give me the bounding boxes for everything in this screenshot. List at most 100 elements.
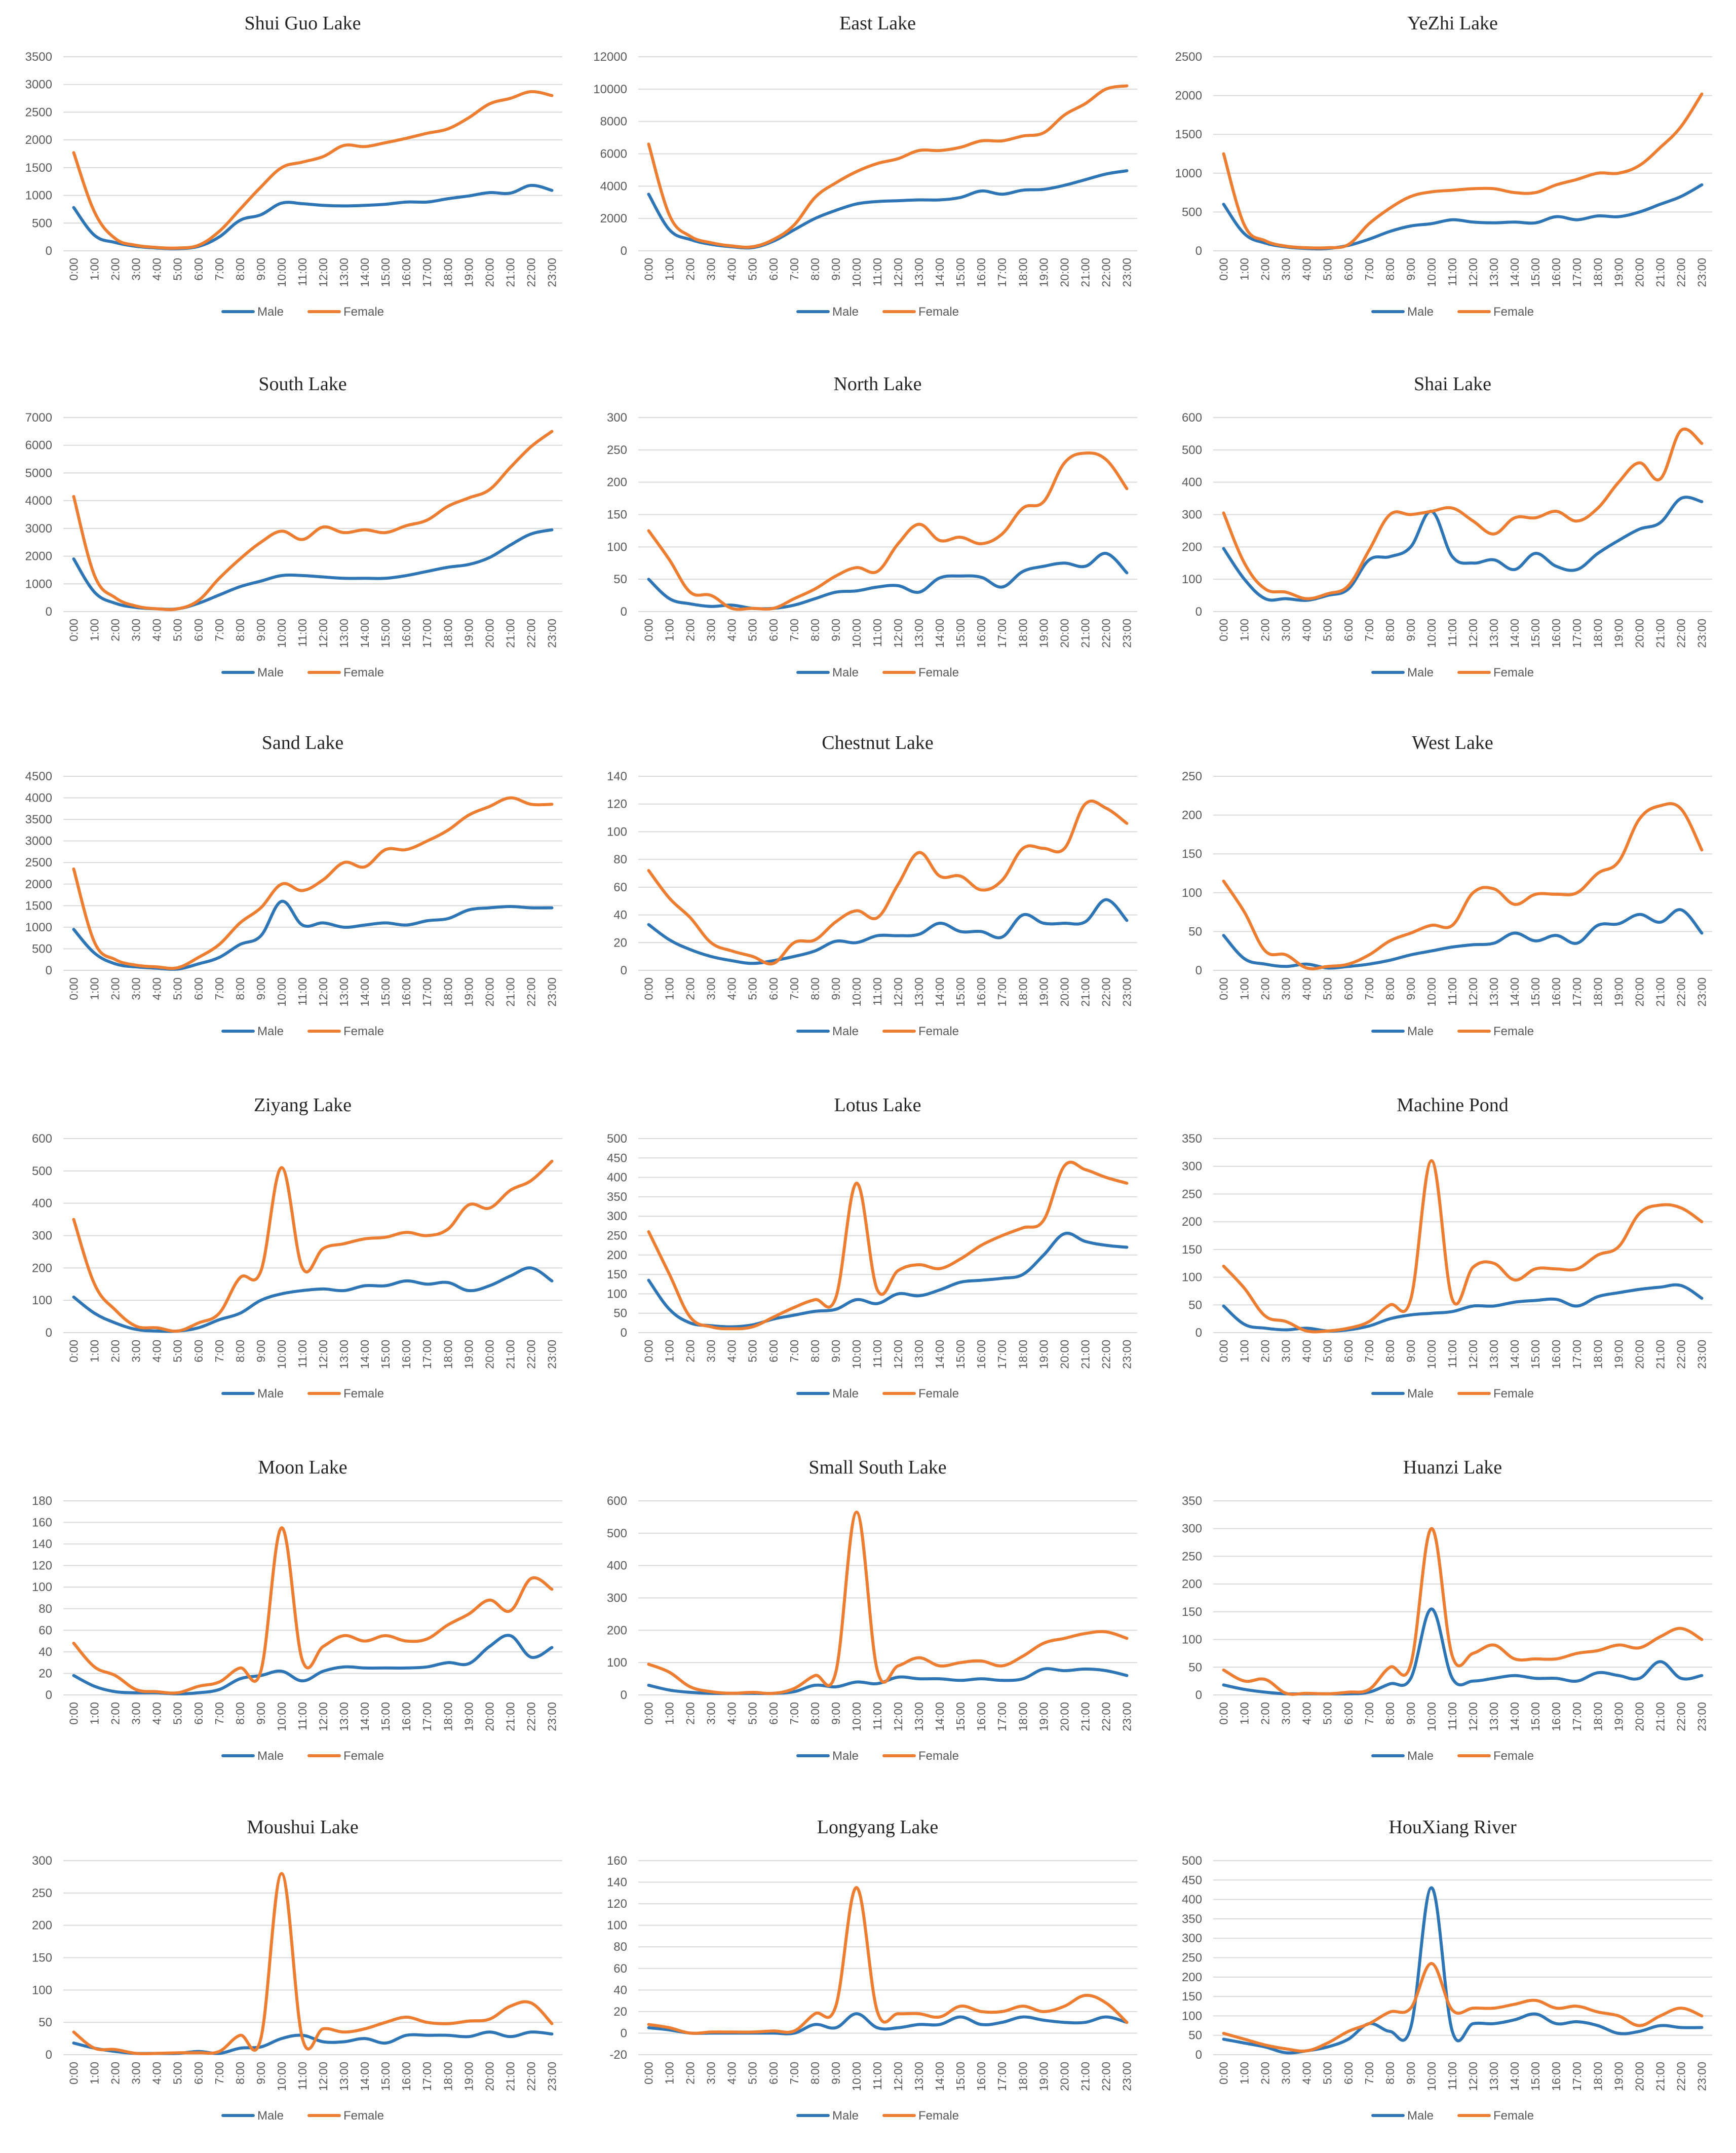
x-tick-label: 0:00: [67, 1340, 81, 1363]
x-tick-label: 9:00: [254, 2062, 267, 2085]
x-tick-label: 16:00: [975, 1702, 988, 1731]
legend-label-male: Male: [257, 2109, 284, 2123]
x-tick-label: 3:00: [130, 619, 143, 641]
y-tick-label: 500: [32, 216, 52, 230]
x-tick-label: 17:00: [1570, 258, 1584, 287]
x-tick-label: 10:00: [1425, 1702, 1438, 1731]
x-tick-label: 7:00: [788, 619, 801, 641]
y-tick-label: 100: [1182, 2009, 1202, 2023]
x-tick-label: 19:00: [462, 619, 475, 648]
x-tick-label: 9:00: [829, 977, 842, 1000]
x-tick-label: 11:00: [871, 2062, 884, 2090]
x-tick-label: 14:00: [933, 1340, 946, 1369]
x-tick-label: 11:00: [871, 1340, 884, 1368]
y-tick-label: 400: [32, 1197, 52, 1211]
y-tick-label: 250: [1182, 1187, 1202, 1201]
x-tick-label: 1:00: [1238, 258, 1251, 281]
x-tick-label: 23:00: [1695, 619, 1708, 648]
x-tick-label: 12:00: [1467, 1702, 1480, 1731]
x-tick-label: 15:00: [1529, 258, 1542, 287]
y-tick-label: 100: [607, 1287, 627, 1301]
x-tick-label: 11:00: [296, 619, 309, 647]
x-tick-label: 21:00: [504, 1702, 517, 1731]
x-tick-label: 8:00: [1383, 1702, 1397, 1725]
x-tick-label: 8:00: [808, 1702, 822, 1725]
x-tick-label: 5:00: [1321, 1702, 1334, 1725]
y-tick-label: 250: [607, 443, 627, 457]
x-tick-label: 2:00: [109, 2062, 122, 2085]
series-line-male: [1222, 1886, 1704, 2055]
y-tick-label: 2000: [25, 878, 52, 891]
legend-label-male: Male: [832, 666, 859, 679]
x-tick-label: 14:00: [358, 2062, 371, 2091]
x-tick-label: 17:00: [420, 2062, 434, 2091]
x-tick-label: 15:00: [1529, 977, 1542, 1007]
x-tick-label: 10:00: [1425, 619, 1438, 648]
y-tick-label: 400: [1182, 476, 1202, 489]
chart-title: HouXiang River: [1388, 1817, 1517, 1838]
y-tick-label: 300: [1182, 1160, 1202, 1174]
y-tick-label: 0: [1195, 1688, 1202, 1702]
x-tick-label: 4:00: [1300, 258, 1314, 281]
x-tick-label: 6:00: [767, 619, 780, 641]
y-tick-label: 150: [1182, 847, 1202, 861]
y-tick-label: 200: [1182, 1971, 1202, 1984]
y-tick-label: 0: [621, 2026, 627, 2040]
x-tick-label: 18:00: [441, 1340, 454, 1369]
legend-label-female: Female: [918, 666, 959, 679]
x-tick-label: 22:00: [1099, 2062, 1112, 2091]
x-tick-label: 22:00: [1099, 977, 1112, 1007]
x-tick-label: 0:00: [1217, 258, 1230, 281]
series-line-female: [1222, 802, 1704, 970]
series-line-female: [647, 1160, 1129, 1331]
x-tick-label: 12:00: [317, 2062, 330, 2091]
legend-label-female: Female: [918, 2109, 959, 2123]
x-tick-label: 23:00: [1120, 619, 1133, 648]
x-tick-label: 2:00: [1259, 258, 1272, 281]
x-tick-label: 13:00: [912, 1340, 925, 1369]
y-tick-label: 100: [607, 825, 627, 839]
x-tick-label: 22:00: [1674, 1702, 1687, 1731]
x-tick-label: 14:00: [358, 1702, 371, 1731]
x-tick-label: 19:00: [1037, 258, 1050, 287]
chart-title: Moushui Lake: [247, 1817, 359, 1838]
x-tick-label: 19:00: [1612, 977, 1625, 1007]
x-tick-label: 16:00: [400, 258, 413, 287]
x-tick-label: 21:00: [504, 977, 517, 1007]
x-tick-label: 12:00: [892, 1702, 905, 1731]
x-tick-label: 12:00: [317, 1340, 330, 1369]
legend-label-female: Female: [343, 666, 384, 679]
x-tick-label: 1:00: [88, 2062, 101, 2085]
chart-5: North Lake 0 50 100 150 200 250 300 0:00 1:00 2:00…: [607, 373, 1137, 679]
series-line-female: [647, 799, 1129, 966]
x-tick-label: 0:00: [1217, 619, 1230, 641]
x-tick-label: 22:00: [1674, 977, 1687, 1007]
chart-title: Shai Lake: [1414, 373, 1491, 395]
x-tick-label: 20:00: [483, 1702, 496, 1731]
x-tick-label: 3:00: [1280, 977, 1293, 1000]
y-tick-label: 150: [607, 1268, 627, 1281]
y-tick-label: 80: [613, 853, 627, 866]
x-tick-label: 9:00: [829, 2062, 842, 2085]
legend-label-male: Male: [257, 1749, 284, 1763]
chart-16: Moushui Lake 0 50 100 150 200 250 300 0:00 1:00 2:…: [32, 1817, 562, 2123]
x-tick-label: 0:00: [642, 977, 655, 1000]
x-tick-label: 9:00: [254, 1340, 267, 1363]
x-tick-label: 8:00: [1383, 1340, 1397, 1363]
x-tick-label: 5:00: [1321, 619, 1334, 641]
x-tick-label: 23:00: [1695, 2062, 1708, 2091]
series-line-female: [72, 430, 554, 612]
x-tick-label: 14:00: [933, 619, 946, 648]
x-tick-label: 8:00: [808, 619, 822, 641]
y-tick-label: 4500: [25, 770, 52, 783]
y-tick-label: 400: [607, 1559, 627, 1573]
legend-label-female: Female: [1493, 2109, 1534, 2123]
x-tick-label: 19:00: [1037, 977, 1050, 1007]
x-tick-label: 4:00: [1300, 2062, 1314, 2085]
chart-title: Lotus Lake: [834, 1094, 921, 1116]
x-tick-label: 3:00: [1280, 1702, 1293, 1725]
x-tick-label: 12:00: [317, 1702, 330, 1731]
x-tick-label: 21:00: [1653, 977, 1667, 1007]
x-tick-label: 7:00: [213, 977, 226, 1000]
legend-label-male: Male: [832, 1749, 859, 1763]
